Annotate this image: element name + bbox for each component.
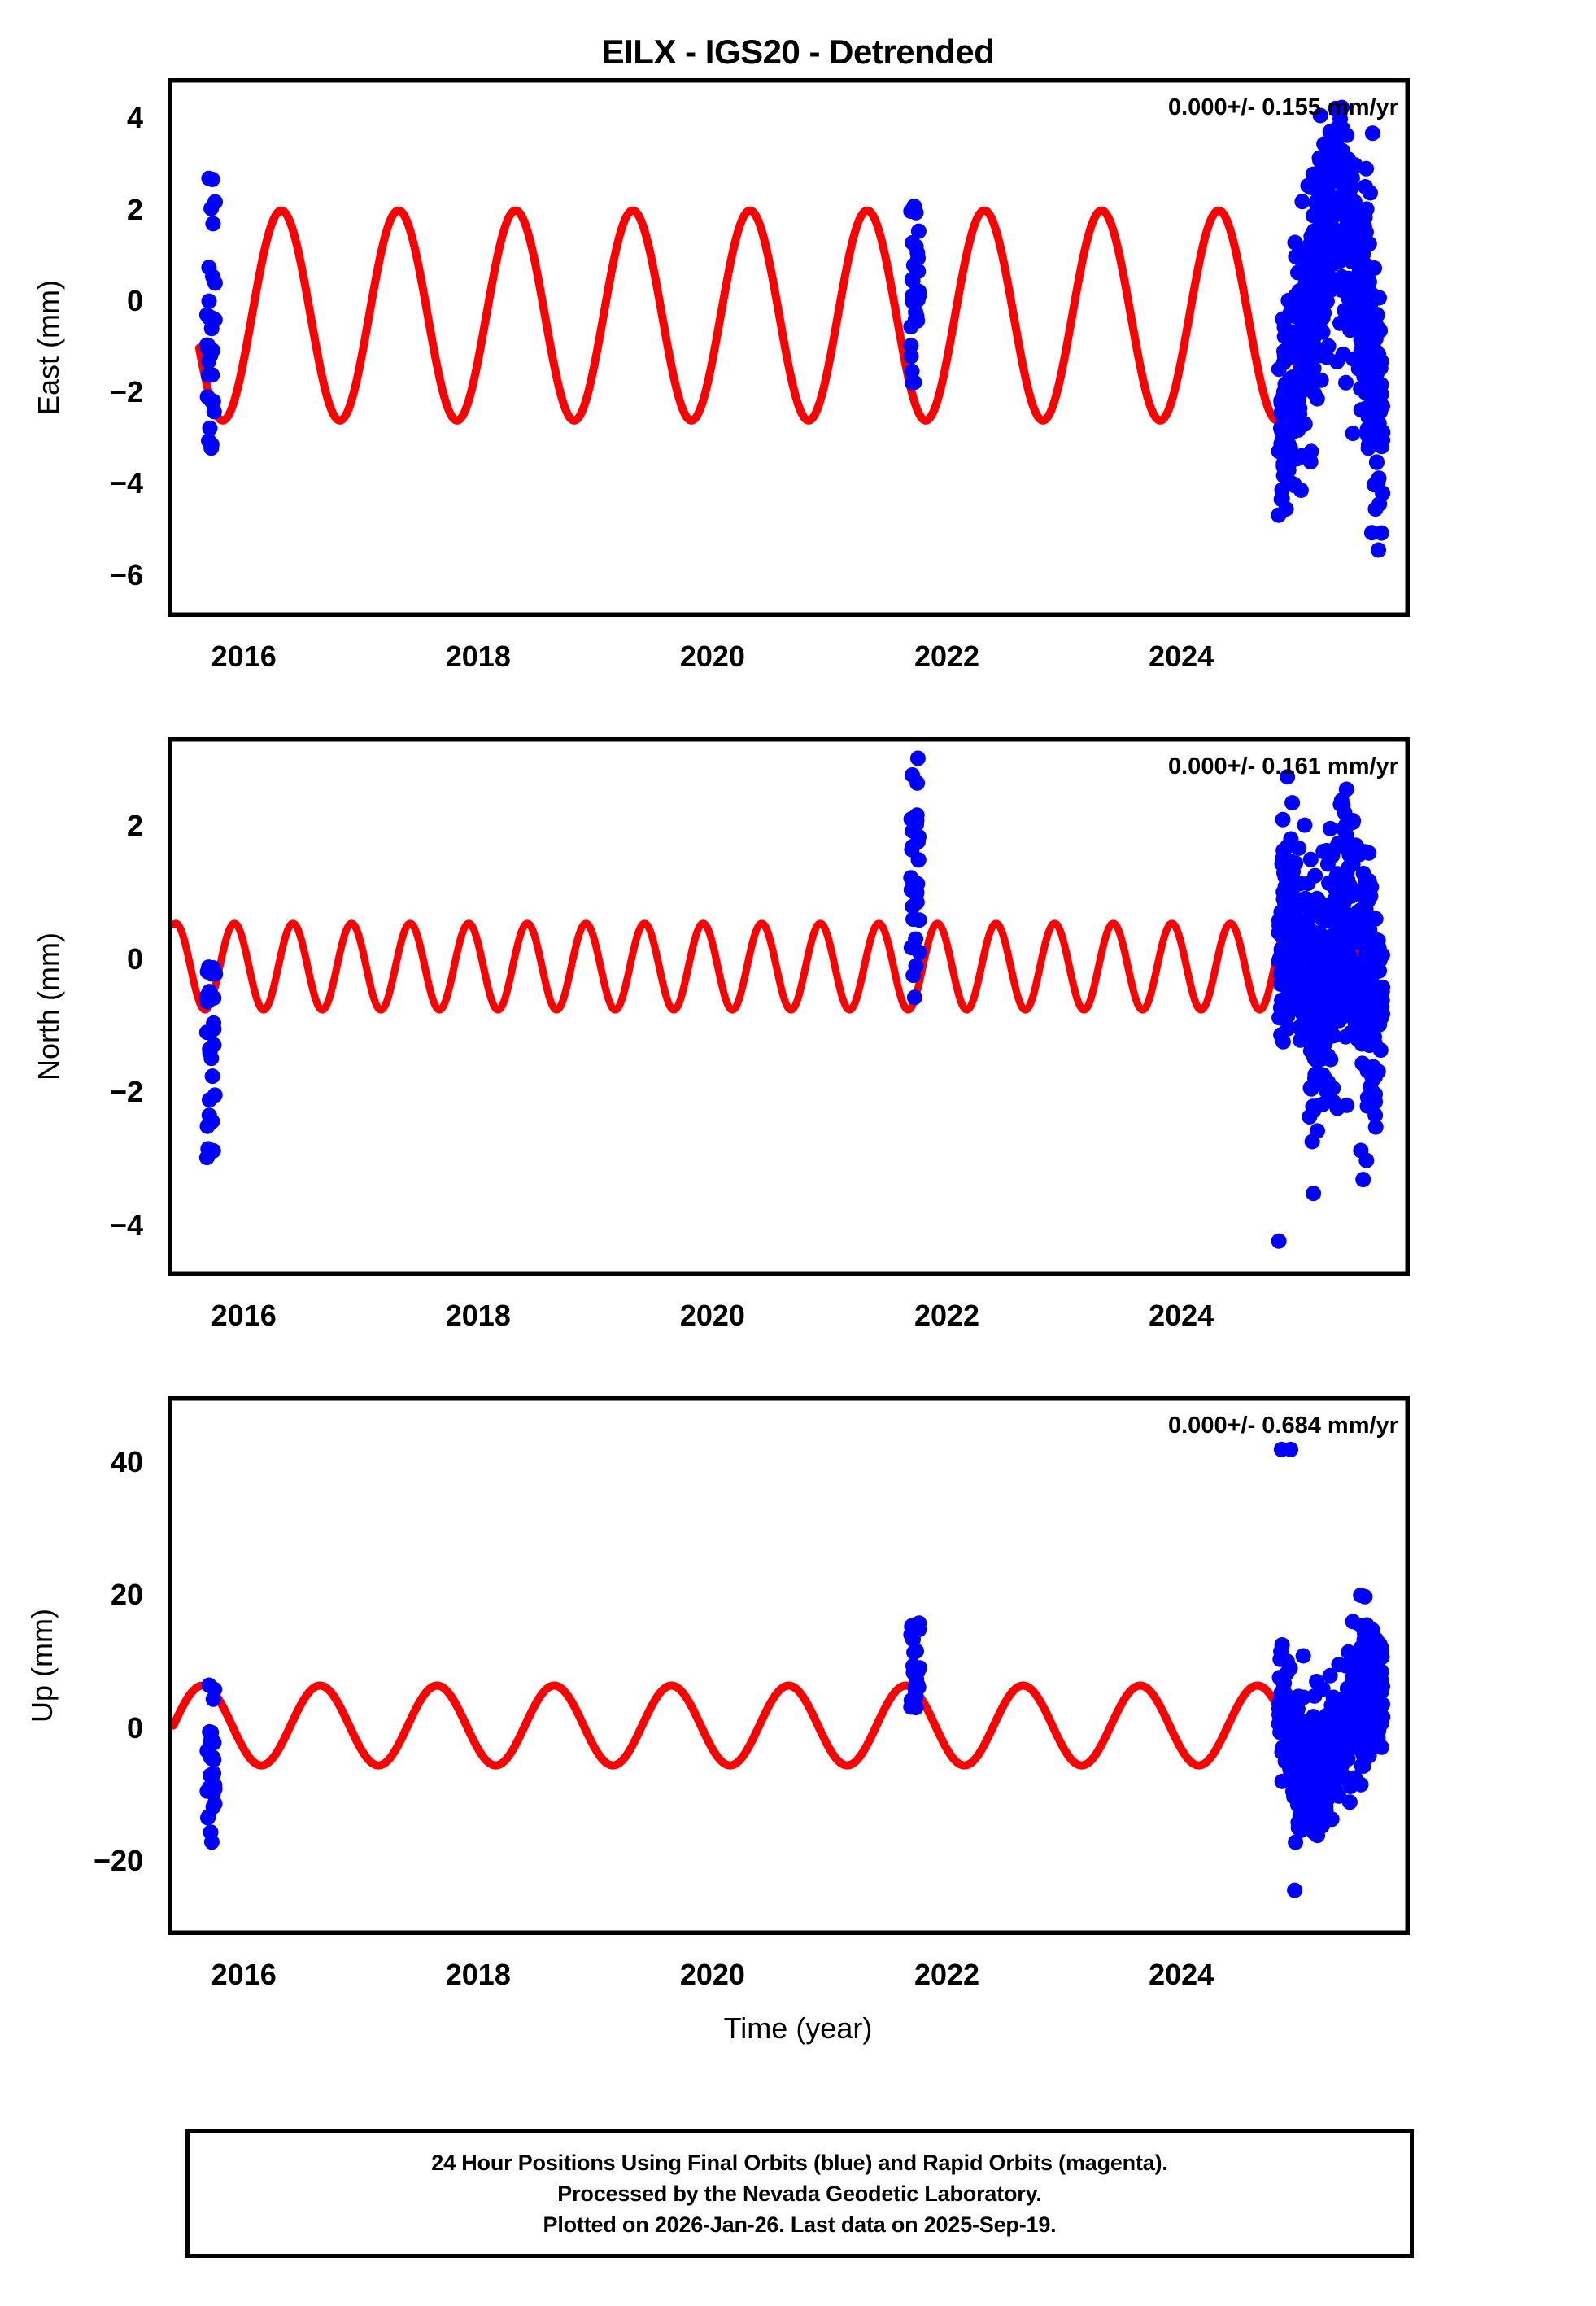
x-axis-label: Time (year) [723, 2011, 873, 2045]
plot-area-east [168, 78, 1410, 617]
footer-line-orbits: 24 Hour Positions Using Final Orbits (bl… [431, 2150, 1168, 2175]
x-tick-label: 2016 [211, 640, 277, 673]
y-tick-label: −6 [110, 557, 144, 592]
x-tick-label: 2020 [679, 640, 745, 673]
plot-area-up [168, 1396, 1410, 1935]
panel-east [168, 78, 1410, 617]
y-tick-label: 20 [111, 1578, 144, 1612]
y-tick-label: 0 [127, 283, 144, 317]
y-tick-label: −2 [110, 1075, 144, 1109]
x-tick-label: 2020 [679, 1958, 745, 1991]
y-tick-label: 2 [127, 192, 144, 226]
rate-annotation-north: 0.000+/- 0.161 mm/yr [1168, 753, 1398, 780]
seasonal-model-curve [169, 919, 1387, 1014]
page-title: EILX - IGS20 - Detrended [601, 33, 995, 71]
plot-frame [168, 1396, 1410, 1935]
y-tick-label: 4 [127, 101, 144, 135]
x-tick-label: 2024 [1149, 1958, 1214, 1991]
plot-area-north [168, 737, 1410, 1276]
data-points-east [198, 99, 1391, 558]
x-tick-label: 2016 [211, 1958, 277, 1991]
axis-ticks [168, 1396, 1386, 1935]
y-tick-label: 2 [127, 809, 144, 843]
x-tick-label: 2022 [914, 1299, 980, 1332]
plot-frame [168, 78, 1410, 617]
x-tick-label: 2024 [1149, 640, 1214, 673]
footer-line-dates: Plotted on 2026-Jan-26. Last data on 202… [543, 2212, 1057, 2238]
panel-up [168, 1396, 1410, 1935]
x-tick-label: 2018 [445, 1958, 511, 1991]
seasonal-model-curve [194, 206, 1387, 425]
rate-annotation-east: 0.000+/- 0.155 mm/yr [1168, 94, 1398, 120]
y-tick-label: 40 [111, 1444, 144, 1478]
y-tick-label: 0 [127, 941, 144, 976]
y-axis-label-east: East (mm) [32, 280, 65, 415]
y-tick-label: −2 [110, 375, 144, 409]
data-points-up [199, 1441, 1391, 1898]
y-axis-label-north: North (mm) [32, 932, 65, 1081]
rate-annotation-up: 0.000+/- 0.684 mm/yr [1168, 1413, 1398, 1439]
seasonal-model-curve [169, 1681, 1387, 1770]
y-tick-label: −4 [110, 1208, 144, 1242]
axis-ticks [168, 78, 1386, 617]
x-tick-label: 2016 [211, 1299, 277, 1332]
y-axis-label-up: Up (mm) [24, 1609, 59, 1723]
x-tick-label: 2020 [679, 1299, 745, 1332]
x-tick-label: 2018 [445, 1299, 511, 1332]
footer-line-processing: Processed by the Nevada Geodetic Laborat… [557, 2181, 1042, 2206]
data-points-north [198, 750, 1391, 1249]
x-tick-label: 2018 [445, 640, 511, 673]
panel-north [168, 737, 1410, 1276]
x-tick-label: 2022 [914, 1958, 980, 1991]
x-tick-label: 2022 [914, 640, 980, 673]
y-tick-label: −4 [110, 466, 144, 500]
plot-frame [168, 737, 1410, 1276]
y-tick-label: 0 [127, 1710, 144, 1745]
y-tick-label: −20 [94, 1844, 144, 1878]
x-tick-label: 2024 [1149, 1299, 1214, 1332]
footer-caption-box: 24 Hour Positions Using Final Orbits (bl… [185, 2129, 1414, 2258]
